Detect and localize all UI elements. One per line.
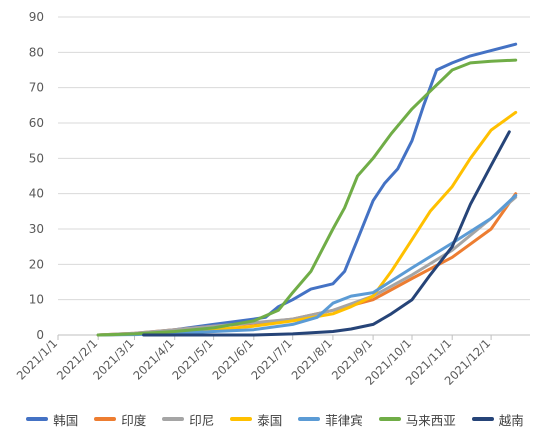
legend-item: 印度: [94, 410, 146, 429]
legend-swatch: [230, 417, 253, 421]
y-axis-ticks: 0 10 20 30 40 50 60 70 80 90: [29, 10, 44, 342]
legend-label: 泰国: [257, 412, 283, 428]
legend-swatch: [162, 417, 185, 421]
y-tick-label: 0: [36, 328, 44, 342]
legend-swatch: [471, 417, 494, 421]
legend-swatch: [26, 417, 49, 421]
legend-item: 泰国: [230, 410, 282, 429]
series-line: [96, 42, 518, 337]
y-tick-label: 40: [29, 187, 44, 201]
x-tick-label: 2021/7/1: [248, 336, 294, 382]
legend-item: 越南: [471, 410, 524, 429]
y-tick-label: 20: [29, 257, 44, 271]
legend-swatch: [298, 417, 321, 421]
x-tick-label: 2021/8/1: [289, 336, 335, 382]
legend-swatch: [94, 417, 117, 421]
gridlines: [58, 16, 530, 336]
x-tick-label: 2021/5/1: [169, 336, 215, 382]
legend-label: 印度: [121, 412, 147, 428]
legend-item: 菲律宾: [298, 410, 363, 429]
legend-item: 印尼: [162, 410, 214, 429]
legend-swatch: [378, 417, 401, 421]
legend-label: 马来西亚: [405, 412, 456, 428]
series-line: [96, 110, 518, 337]
legend-label: 印尼: [189, 412, 215, 428]
y-tick-label: 90: [29, 10, 44, 24]
y-tick-label: 60: [29, 116, 44, 130]
legend-label: 韩国: [53, 412, 79, 428]
x-axis-ticks: 2021/1/12021/2/12021/3/12021/4/12021/5/1…: [14, 335, 493, 388]
y-tick-label: 50: [29, 151, 44, 165]
y-tick-label: 30: [29, 222, 44, 236]
y-tick-label: 10: [29, 293, 44, 307]
legend-item: 马来西亚: [378, 410, 456, 429]
x-tick-label: 2021/1/1: [14, 336, 60, 382]
y-tick-label: 80: [29, 45, 44, 59]
series-line: [142, 130, 511, 337]
legend-item: 韩国: [26, 410, 78, 429]
series-lines: [96, 42, 518, 337]
x-tick-label: 2021/4/1: [130, 336, 176, 382]
series-line: [96, 195, 518, 337]
x-tick-label: 2021/6/1: [209, 336, 255, 382]
legend: 韩国 印度 印尼 泰国 菲律宾 马来西亚 越南: [0, 404, 550, 434]
legend-label: 菲律宾: [325, 412, 363, 428]
y-tick-label: 70: [29, 81, 44, 95]
series-line: [96, 193, 518, 337]
series-line: [96, 58, 518, 337]
legend-label: 越南: [498, 412, 524, 428]
